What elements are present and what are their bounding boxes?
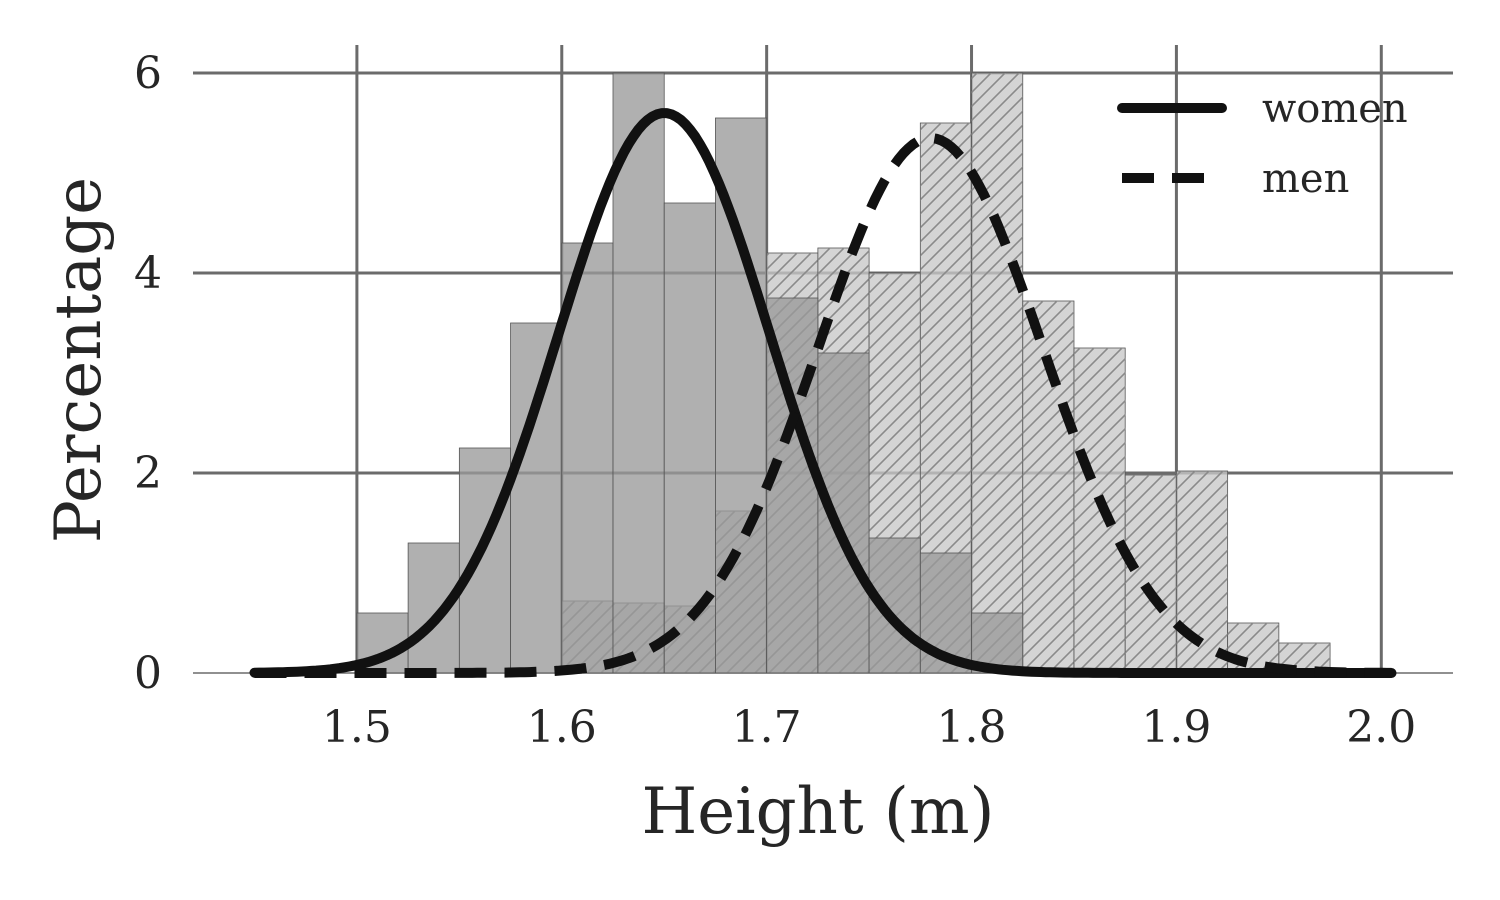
x-tick-label: 2.0	[1346, 702, 1416, 753]
women-bar	[458, 447, 511, 674]
x-tick-label: 1.7	[732, 702, 802, 753]
x-axis-label: Height (m)	[641, 775, 994, 849]
y-tick-label: 0	[134, 648, 162, 699]
tick-labels: 1.5 1.6 1.7 1.8 1.9 2.0 0 2 4 6	[134, 48, 1416, 753]
legend-women-label: women	[1262, 86, 1408, 132]
men-bar-hatch	[1176, 471, 1228, 673]
women-bar	[510, 322, 563, 674]
y-tick-label: 6	[134, 48, 162, 99]
x-tick-label: 1.8	[937, 702, 1007, 753]
y-tick-label: 2	[134, 448, 162, 499]
women-bar	[612, 72, 665, 674]
x-tick-label: 1.5	[322, 702, 392, 753]
density-curves	[249, 108, 1397, 678]
men-bar-hatch	[971, 73, 1023, 673]
women-bar	[817, 352, 870, 674]
y-axis-label: Percentage	[42, 177, 116, 543]
women-bar	[715, 117, 768, 674]
women-bars	[356, 72, 1024, 674]
women-curve	[249, 108, 1397, 678]
y-tick-label: 4	[134, 248, 162, 299]
x-tick-label: 1.9	[1141, 702, 1211, 753]
x-tick-label: 1.6	[527, 702, 597, 753]
men-curve	[254, 133, 1392, 678]
women-bar	[407, 542, 460, 674]
legend: women men	[1117, 86, 1408, 202]
legend-men-label: men	[1262, 156, 1349, 202]
men-bar-hatch	[1125, 475, 1177, 673]
